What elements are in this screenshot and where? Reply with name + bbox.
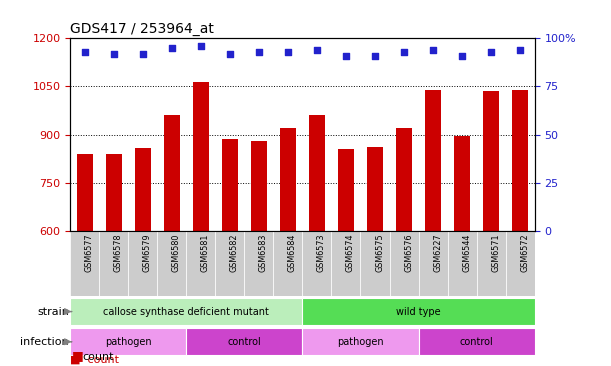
Point — [370, 53, 380, 59]
Bar — [309, 115, 325, 231]
Point — [138, 51, 148, 57]
Point — [486, 49, 496, 55]
Text: count: count — [82, 352, 114, 362]
Bar — [77, 154, 93, 231]
Bar — [135, 148, 151, 231]
Bar — [164, 115, 180, 231]
FancyBboxPatch shape — [506, 231, 535, 296]
FancyBboxPatch shape — [216, 231, 244, 296]
Point — [80, 49, 90, 55]
Text: control: control — [459, 337, 494, 347]
Point — [428, 47, 438, 53]
Point — [515, 47, 525, 53]
Text: GSM6584: GSM6584 — [288, 234, 297, 272]
Text: infection: infection — [20, 337, 69, 347]
Bar — [367, 147, 383, 231]
Point — [341, 53, 351, 59]
Text: GSM6576: GSM6576 — [404, 234, 413, 272]
Text: GSM6582: GSM6582 — [230, 234, 239, 272]
Bar — [512, 90, 528, 231]
Bar — [396, 128, 412, 231]
Text: GSM6574: GSM6574 — [346, 234, 355, 272]
Text: pathogen: pathogen — [337, 337, 384, 347]
Point — [196, 43, 206, 49]
Text: ■: ■ — [72, 349, 84, 362]
FancyBboxPatch shape — [419, 328, 535, 355]
Point — [399, 49, 409, 55]
FancyBboxPatch shape — [390, 231, 419, 296]
Text: GDS417 / 253964_at: GDS417 / 253964_at — [70, 22, 214, 36]
FancyBboxPatch shape — [70, 328, 186, 355]
FancyBboxPatch shape — [447, 231, 477, 296]
FancyBboxPatch shape — [186, 328, 302, 355]
Text: GSM6575: GSM6575 — [375, 234, 384, 273]
FancyBboxPatch shape — [331, 231, 360, 296]
FancyBboxPatch shape — [186, 231, 216, 296]
Text: ■: ■ — [72, 364, 84, 366]
Bar — [251, 141, 267, 231]
Bar — [483, 91, 499, 231]
Text: GSM6580: GSM6580 — [172, 234, 181, 272]
FancyBboxPatch shape — [302, 298, 535, 325]
Text: strain: strain — [37, 307, 69, 317]
Text: GSM6573: GSM6573 — [317, 234, 326, 272]
Bar — [106, 154, 122, 231]
Text: GSM6227: GSM6227 — [433, 234, 442, 273]
Text: pathogen: pathogen — [105, 337, 152, 347]
Point — [283, 49, 293, 55]
Point — [167, 45, 177, 51]
FancyBboxPatch shape — [302, 328, 419, 355]
Bar — [193, 82, 209, 231]
Point — [109, 51, 119, 57]
Point — [457, 53, 467, 59]
FancyBboxPatch shape — [70, 231, 100, 296]
Bar — [222, 139, 238, 231]
FancyBboxPatch shape — [274, 231, 302, 296]
Text: GSM6544: GSM6544 — [462, 234, 471, 272]
Text: control: control — [227, 337, 262, 347]
Text: GSM6583: GSM6583 — [259, 234, 268, 272]
FancyBboxPatch shape — [244, 231, 274, 296]
Text: wild type: wild type — [396, 307, 441, 317]
Bar — [338, 149, 354, 231]
FancyBboxPatch shape — [419, 231, 447, 296]
Bar — [425, 90, 441, 231]
FancyBboxPatch shape — [302, 231, 331, 296]
FancyBboxPatch shape — [128, 231, 158, 296]
FancyBboxPatch shape — [477, 231, 506, 296]
Text: callose synthase deficient mutant: callose synthase deficient mutant — [103, 307, 269, 317]
Point — [254, 49, 264, 55]
Text: GSM6577: GSM6577 — [85, 234, 93, 273]
FancyBboxPatch shape — [100, 231, 128, 296]
Bar — [454, 136, 470, 231]
Text: GSM6571: GSM6571 — [491, 234, 500, 272]
Point — [225, 51, 235, 57]
Point — [312, 47, 322, 53]
Text: GSM6579: GSM6579 — [143, 234, 152, 273]
FancyBboxPatch shape — [70, 298, 302, 325]
Text: ■  count: ■ count — [70, 354, 119, 364]
Text: GSM6578: GSM6578 — [114, 234, 123, 272]
FancyBboxPatch shape — [360, 231, 390, 296]
FancyBboxPatch shape — [158, 231, 186, 296]
Bar — [280, 128, 296, 231]
Text: GSM6581: GSM6581 — [201, 234, 210, 272]
Text: GSM6572: GSM6572 — [520, 234, 529, 273]
